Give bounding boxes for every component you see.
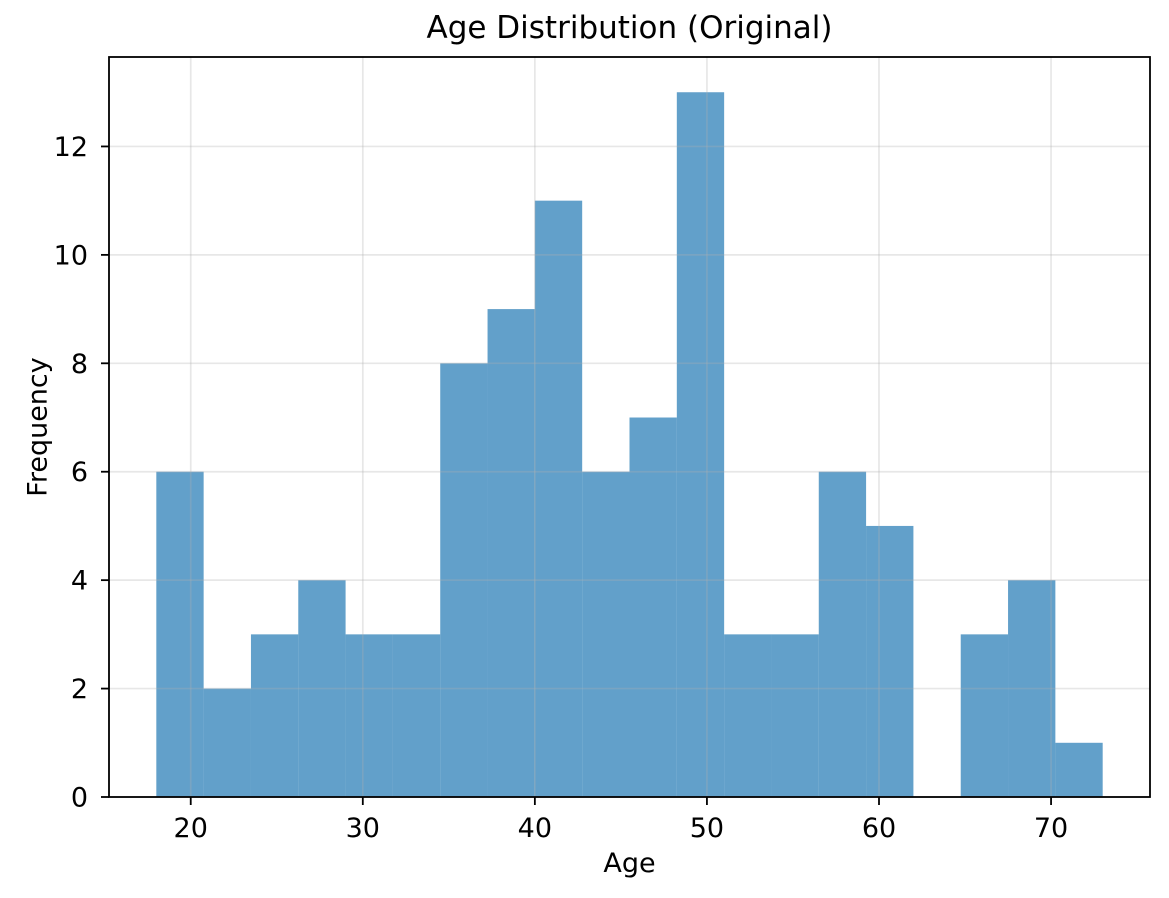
x-tick-label: 40 — [518, 813, 552, 844]
histogram-bar — [818, 471, 867, 797]
histogram-bar — [534, 200, 583, 797]
histogram-bar — [345, 634, 393, 797]
histogram-bar — [960, 634, 1009, 797]
histogram-bar — [203, 688, 251, 797]
histogram-bar — [298, 580, 346, 797]
histogram-bar — [1008, 580, 1056, 797]
histogram-bar — [582, 471, 630, 797]
histogram-bar — [676, 92, 725, 798]
histogram-bar — [440, 363, 488, 797]
x-tick-label: 30 — [346, 813, 380, 844]
x-tick-label: 70 — [1034, 813, 1068, 844]
y-tick-label: 2 — [71, 674, 88, 705]
y-tick-label: 6 — [71, 457, 88, 488]
histogram-bar — [771, 634, 819, 797]
histogram-bar — [724, 634, 772, 797]
histogram-bar — [866, 525, 914, 797]
y-tick-label: 4 — [71, 566, 88, 597]
histogram-bar — [250, 634, 299, 797]
histogram-bar — [392, 634, 441, 797]
histogram-bar — [1055, 742, 1103, 797]
histogram-bar — [156, 471, 204, 797]
chart-title: Age Distribution (Original) — [426, 10, 833, 46]
histogram-bar — [487, 309, 535, 797]
y-tick-label: 12 — [54, 132, 88, 163]
y-tick-label: 8 — [71, 349, 88, 380]
y-axis-label: Frequency — [22, 357, 54, 497]
x-tick-label: 20 — [174, 813, 208, 844]
x-tick-label: 50 — [690, 813, 724, 844]
x-axis-label: Age — [603, 848, 656, 879]
y-tick-label: 10 — [54, 240, 88, 271]
y-tick-label: 0 — [71, 783, 88, 814]
x-tick-label: 60 — [862, 813, 896, 844]
axes-spines — [108, 56, 1151, 798]
histogram-bar — [629, 417, 677, 797]
